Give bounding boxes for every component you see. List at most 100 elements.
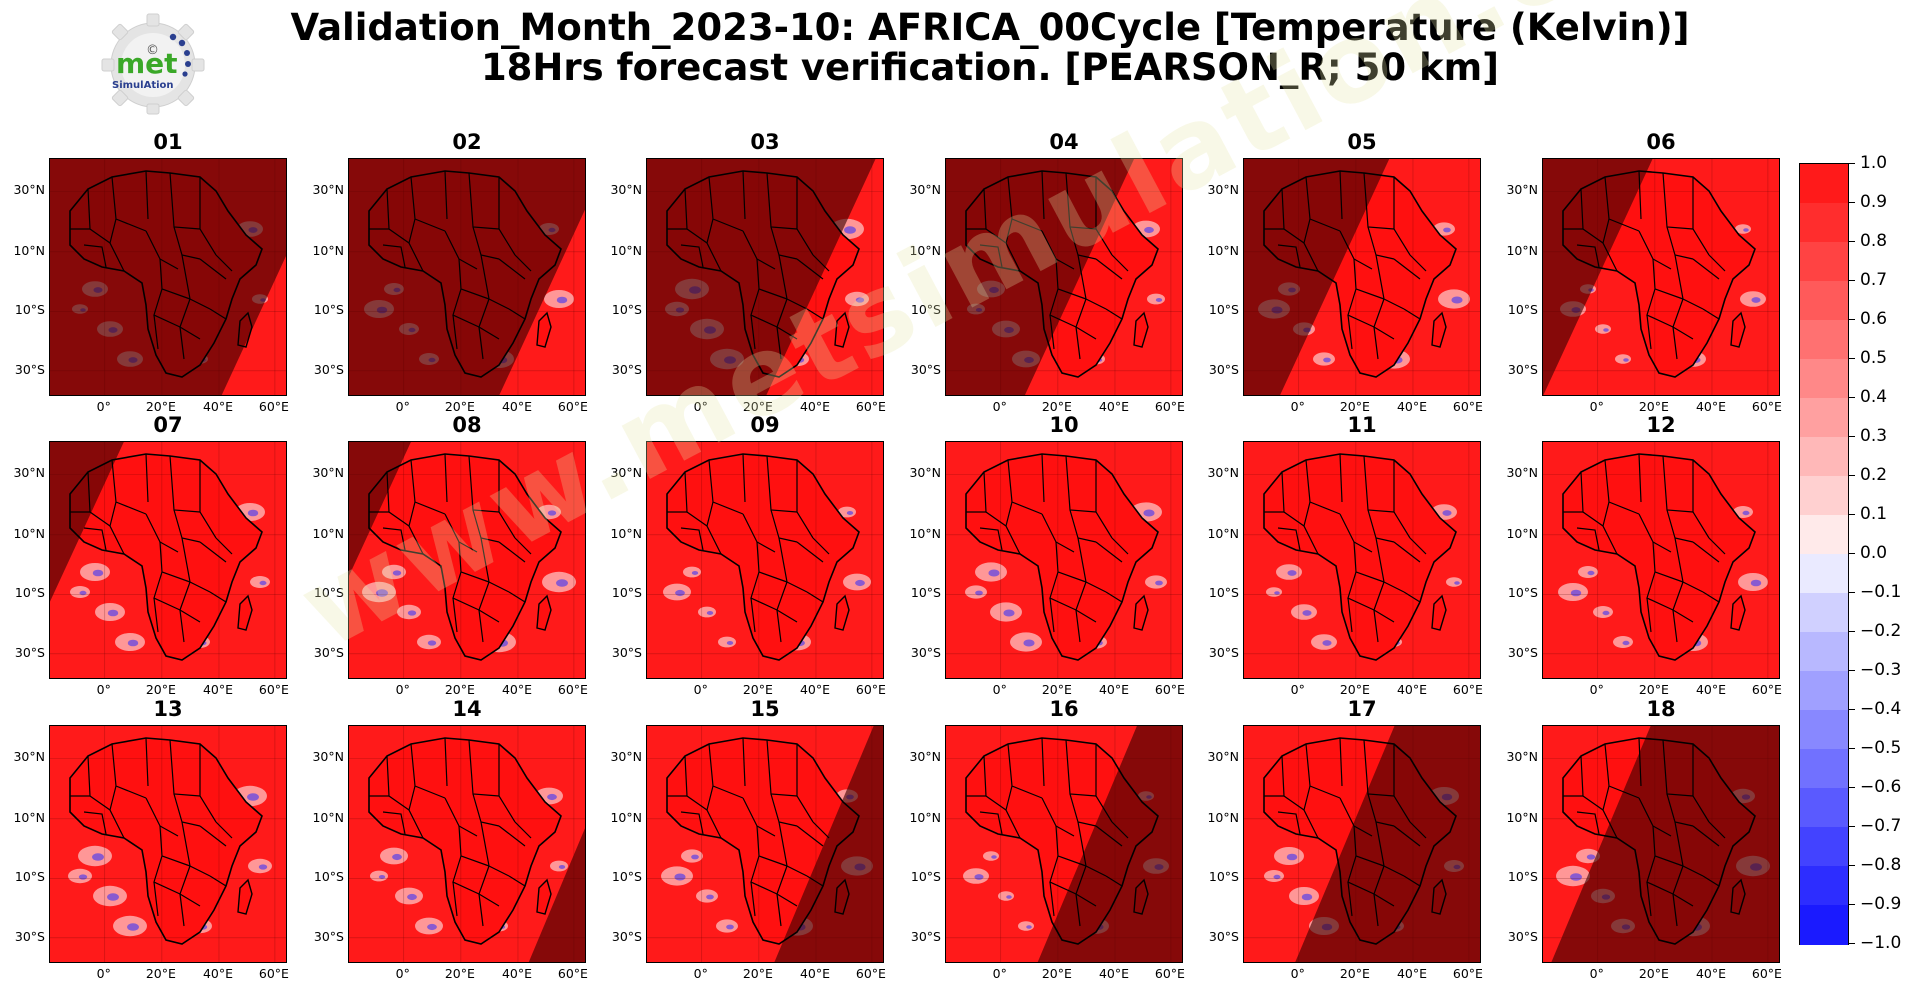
country-border (1373, 326, 1379, 360)
country-border (1111, 821, 1129, 839)
lat-tick-label: 10°N (909, 525, 941, 541)
country-border (742, 453, 746, 503)
country-border (796, 541, 824, 563)
negative-correlation-patch (1026, 925, 1032, 929)
country-border (199, 825, 227, 847)
lon-tick-label: 0° (992, 966, 1007, 981)
lat-tick-label: 30°S (611, 361, 642, 377)
lat-tick-label: 10°S (910, 869, 941, 885)
negative-correlation-patch (675, 589, 685, 597)
lon-tick-label: 0° (395, 399, 410, 414)
lat-tick-label: 10°S (14, 869, 45, 885)
map-panel (1243, 441, 1481, 679)
country-border (1095, 825, 1123, 847)
lon-tick-label: 0° (992, 399, 1007, 414)
colorbar-bin (1800, 710, 1848, 750)
madagascar-coastline (536, 311, 552, 348)
panel-title: 06 (1646, 130, 1676, 154)
lat-tick-label: 10°N (1207, 809, 1239, 825)
negative-correlation-patch (1587, 570, 1595, 576)
lon-tick-label: 60°E (557, 682, 588, 697)
lat-tick-label: 30°N (1207, 749, 1239, 765)
lat-tick-label: 10°N (13, 525, 45, 541)
lon-tick-label: 20°E (444, 682, 475, 697)
country-border (1393, 258, 1421, 280)
country-border (498, 744, 516, 823)
country-border (209, 591, 227, 603)
lon-tick-label: 20°E (742, 966, 773, 981)
lon-tick-label: 60°E (258, 399, 289, 414)
country-border (1347, 597, 1353, 633)
country-border (199, 541, 227, 563)
negative-correlation-patch (378, 875, 386, 879)
country-border (1111, 537, 1129, 555)
lat-tick-label: 10°S (1507, 302, 1538, 318)
negative-correlation-patch (78, 874, 88, 880)
lat-tick-label: 30°S (910, 361, 941, 377)
negative-correlation-patch (1302, 610, 1312, 616)
country-border (812, 537, 830, 555)
negative-correlation-patch (556, 296, 568, 304)
country-border (1095, 460, 1113, 539)
country-border (1005, 501, 1021, 555)
map-panel (348, 441, 586, 679)
gear-logo-icon: © met SimulAtion (101, 13, 205, 115)
country-border (1692, 258, 1720, 280)
lat-tick-label: 10°N (13, 809, 45, 825)
country-border (1049, 597, 1055, 633)
country-border (1339, 737, 1343, 787)
country-border (514, 254, 532, 272)
negative-correlation-patch (1743, 228, 1749, 232)
lon-tick-label: 60°E (1154, 966, 1185, 981)
lon-tick-label: 20°E (1041, 966, 1072, 981)
lon-tick-label: 40°E (1098, 966, 1129, 981)
colorbar-tick-mark (1848, 748, 1855, 749)
colorbar-bin (1800, 671, 1848, 711)
lon-tick-label: 40°E (1098, 682, 1129, 697)
country-border (145, 737, 149, 787)
lat-tick-label: 30°N (312, 182, 344, 198)
africa-landmass (667, 454, 859, 660)
panel-title: 08 (452, 413, 482, 437)
country-border (109, 218, 125, 272)
negative-correlation-patch (1751, 297, 1761, 303)
colorbar-bin (1800, 203, 1848, 243)
lon-tick-label: 60°E (557, 399, 588, 414)
lat-tick-label: 30°N (610, 749, 642, 765)
country-border (478, 326, 484, 360)
negative-correlation-patch (1586, 854, 1596, 860)
negative-correlation-patch (988, 569, 1000, 577)
lon-tick-label: 20°E (444, 399, 475, 414)
night-shading (50, 442, 124, 678)
negative-correlation-patch (1570, 873, 1582, 881)
country-border (979, 244, 1003, 268)
country-border (83, 244, 107, 268)
negative-correlation-patch (1023, 639, 1035, 647)
lat-tick-label: 10°S (1208, 585, 1239, 601)
panel-title: 13 (153, 697, 183, 721)
country-border (806, 591, 824, 603)
country-border (1303, 785, 1319, 839)
country-border (1672, 893, 1678, 927)
lat-tick-label: 30°S (14, 361, 45, 377)
country-border (1576, 811, 1600, 835)
lon-tick-label: 60°E (1452, 399, 1483, 414)
negative-correlation-patch (1144, 226, 1154, 234)
logo-subtext: SimulAtion (112, 80, 174, 91)
country-border (1646, 881, 1652, 917)
country-border (1638, 453, 1642, 503)
country-border (1105, 308, 1123, 320)
country-border (1105, 591, 1123, 603)
lat-tick-label: 30°N (312, 465, 344, 481)
negative-correlation-patch (1742, 510, 1750, 516)
country-border (1672, 326, 1678, 360)
country-border (1702, 875, 1720, 887)
colorbar-tick-mark (1848, 670, 1855, 671)
country-border (1702, 308, 1720, 320)
country-border (452, 314, 458, 350)
colorbar-bin (1800, 554, 1848, 594)
madagascar-coastline (1431, 878, 1447, 915)
panel-title: 17 (1347, 697, 1377, 721)
lon-tick-label: 40°E (1098, 399, 1129, 414)
lat-tick-label: 30°S (1507, 644, 1538, 660)
